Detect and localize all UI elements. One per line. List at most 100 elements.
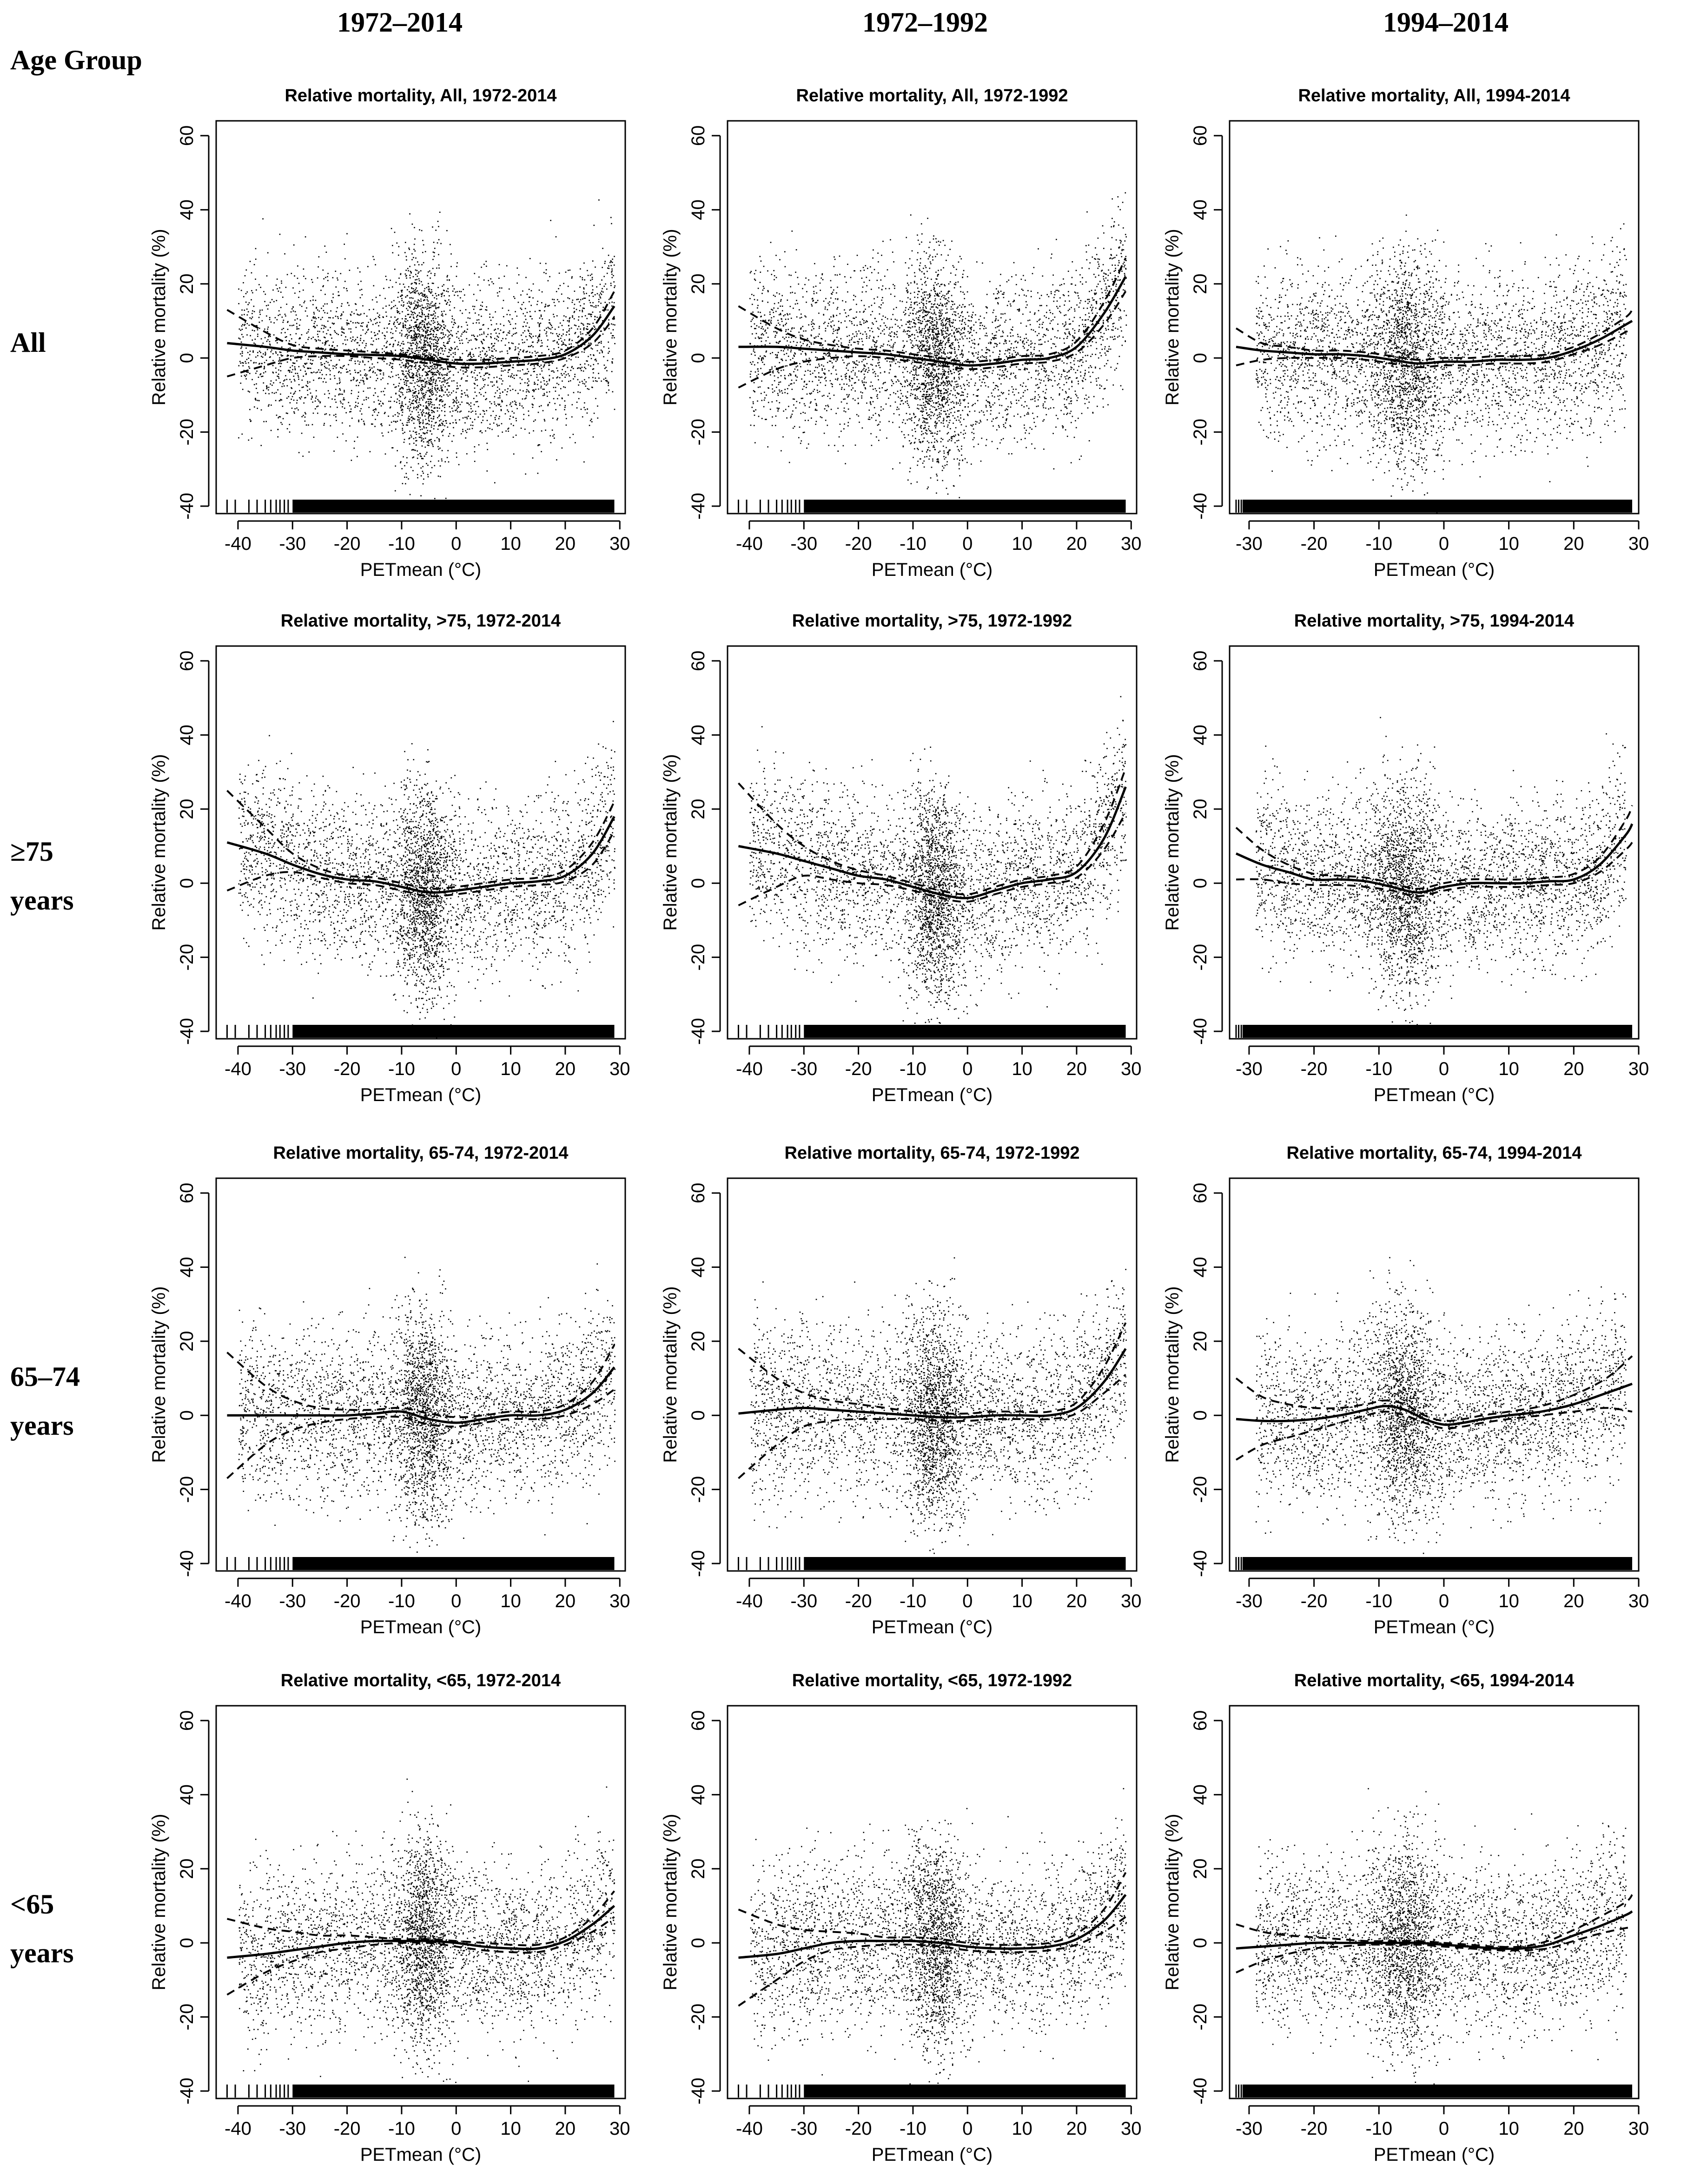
data-point [279, 233, 281, 235]
data-point [454, 294, 455, 296]
data-point [275, 284, 277, 286]
data-point [304, 300, 305, 302]
data-point [433, 305, 435, 307]
data-point [801, 397, 802, 399]
data-point [424, 345, 425, 347]
data-point [446, 457, 448, 458]
data-point [246, 334, 248, 336]
data-point [315, 318, 317, 319]
data-point [1051, 379, 1052, 381]
data-point [580, 268, 581, 270]
data-point [481, 387, 483, 389]
data-point [821, 417, 823, 418]
data-point [257, 355, 258, 356]
data-point [496, 380, 497, 382]
data-point [421, 390, 422, 391]
data-point [425, 349, 426, 351]
data-point [858, 370, 860, 372]
data-point [403, 406, 404, 407]
data-point [429, 291, 430, 293]
data-point [500, 364, 502, 366]
data-point [275, 367, 277, 369]
data-point [398, 277, 400, 279]
data-point [481, 316, 482, 317]
data-point [882, 345, 884, 347]
data-point [409, 443, 410, 445]
data-point [1078, 295, 1079, 297]
data-point [961, 311, 963, 312]
data-point [552, 352, 554, 354]
data-point [585, 334, 587, 336]
data-point [417, 319, 418, 320]
data-point [534, 383, 536, 385]
data-point [331, 337, 332, 339]
data-point [414, 336, 416, 337]
data-point [307, 368, 309, 369]
data-point [578, 398, 580, 399]
data-point [408, 357, 409, 359]
data-point [409, 327, 410, 329]
data-point [426, 463, 427, 464]
data-point [430, 403, 431, 405]
data-point [405, 315, 406, 317]
data-point [368, 397, 369, 399]
data-point [480, 359, 482, 361]
data-point [443, 344, 444, 346]
data-point [411, 292, 413, 293]
data-point [584, 379, 585, 381]
data-point [497, 435, 499, 437]
data-point [420, 404, 422, 406]
data-point [941, 313, 943, 315]
data-point [587, 332, 588, 333]
data-point [501, 383, 503, 385]
data-point [556, 459, 557, 461]
data-point [583, 461, 585, 463]
data-point [404, 352, 406, 354]
data-point [338, 383, 340, 384]
data-point [541, 340, 542, 341]
data-point [549, 380, 550, 382]
data-point [1096, 254, 1098, 255]
data-point [963, 418, 965, 420]
data-point [269, 343, 271, 345]
data-point [477, 416, 479, 418]
data-point [602, 248, 603, 249]
y-axis-title: Relative mortality (%) [149, 229, 169, 405]
data-point [947, 410, 948, 411]
data-point [324, 337, 326, 338]
data-point [256, 370, 258, 372]
data-point [537, 351, 539, 353]
data-point [370, 318, 371, 320]
data-point [445, 374, 447, 376]
data-point [377, 312, 378, 314]
data-point [349, 370, 351, 371]
data-point [414, 382, 416, 384]
data-point [421, 346, 423, 348]
data-point [410, 343, 412, 344]
data-point [1000, 290, 1002, 292]
data-point [524, 398, 526, 400]
data-point [537, 473, 539, 474]
data-point [418, 406, 419, 407]
data-point [383, 390, 384, 392]
data-point [372, 370, 374, 372]
data-point [424, 394, 426, 395]
data-point [539, 333, 541, 335]
data-point [352, 379, 354, 381]
data-point [437, 377, 439, 379]
data-point [878, 329, 880, 330]
data-point [415, 305, 417, 307]
data-point [527, 363, 529, 365]
data-point [307, 383, 309, 384]
data-point [418, 392, 420, 394]
data-point [264, 337, 266, 338]
data-point [473, 404, 475, 405]
data-point [246, 308, 248, 310]
data-point [285, 375, 286, 376]
data-point [268, 387, 270, 388]
data-point [423, 326, 425, 328]
data-point [319, 401, 321, 403]
data-point [428, 403, 429, 404]
data-point [430, 320, 432, 322]
data-point [575, 332, 576, 333]
